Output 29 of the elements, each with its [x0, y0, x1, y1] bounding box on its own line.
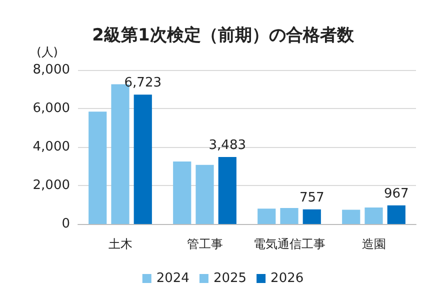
- data-label: 3,483: [208, 138, 246, 153]
- bar: [258, 208, 276, 224]
- y-tick-label: 4,000: [32, 140, 70, 154]
- y-tick-label: 2,000: [32, 178, 70, 193]
- chart-title: 2級第1次検定（前期）の合格者数: [92, 26, 355, 46]
- y-tick-label: 0: [62, 216, 70, 232]
- legend-label: 2024: [156, 271, 190, 286]
- bar: [302, 209, 321, 224]
- x-tick-label: 土木: [108, 237, 132, 251]
- y-tick-label: 8,000: [32, 62, 70, 78]
- bar: [88, 112, 107, 224]
- bar: [196, 164, 214, 224]
- x-tick-label: 造園: [362, 237, 386, 251]
- y-axis-title: (人): [36, 45, 58, 59]
- bar: [387, 205, 406, 224]
- data-label: 967: [384, 186, 409, 202]
- bar: [134, 94, 152, 224]
- y-tick-label: 6,000: [32, 101, 70, 116]
- data-label: 757: [299, 190, 324, 206]
- legend-label: 2025: [213, 271, 247, 286]
- x-tick-label: 管工事: [186, 237, 223, 251]
- bar: [173, 161, 192, 224]
- x-tick-label: 電気通信工事: [253, 237, 326, 251]
- bar: [218, 156, 236, 224]
- data-label: 6,723: [124, 76, 162, 91]
- bar: [280, 208, 298, 224]
- bar: [342, 210, 360, 224]
- legend-label: 2026: [270, 271, 304, 286]
- bar: [364, 207, 383, 224]
